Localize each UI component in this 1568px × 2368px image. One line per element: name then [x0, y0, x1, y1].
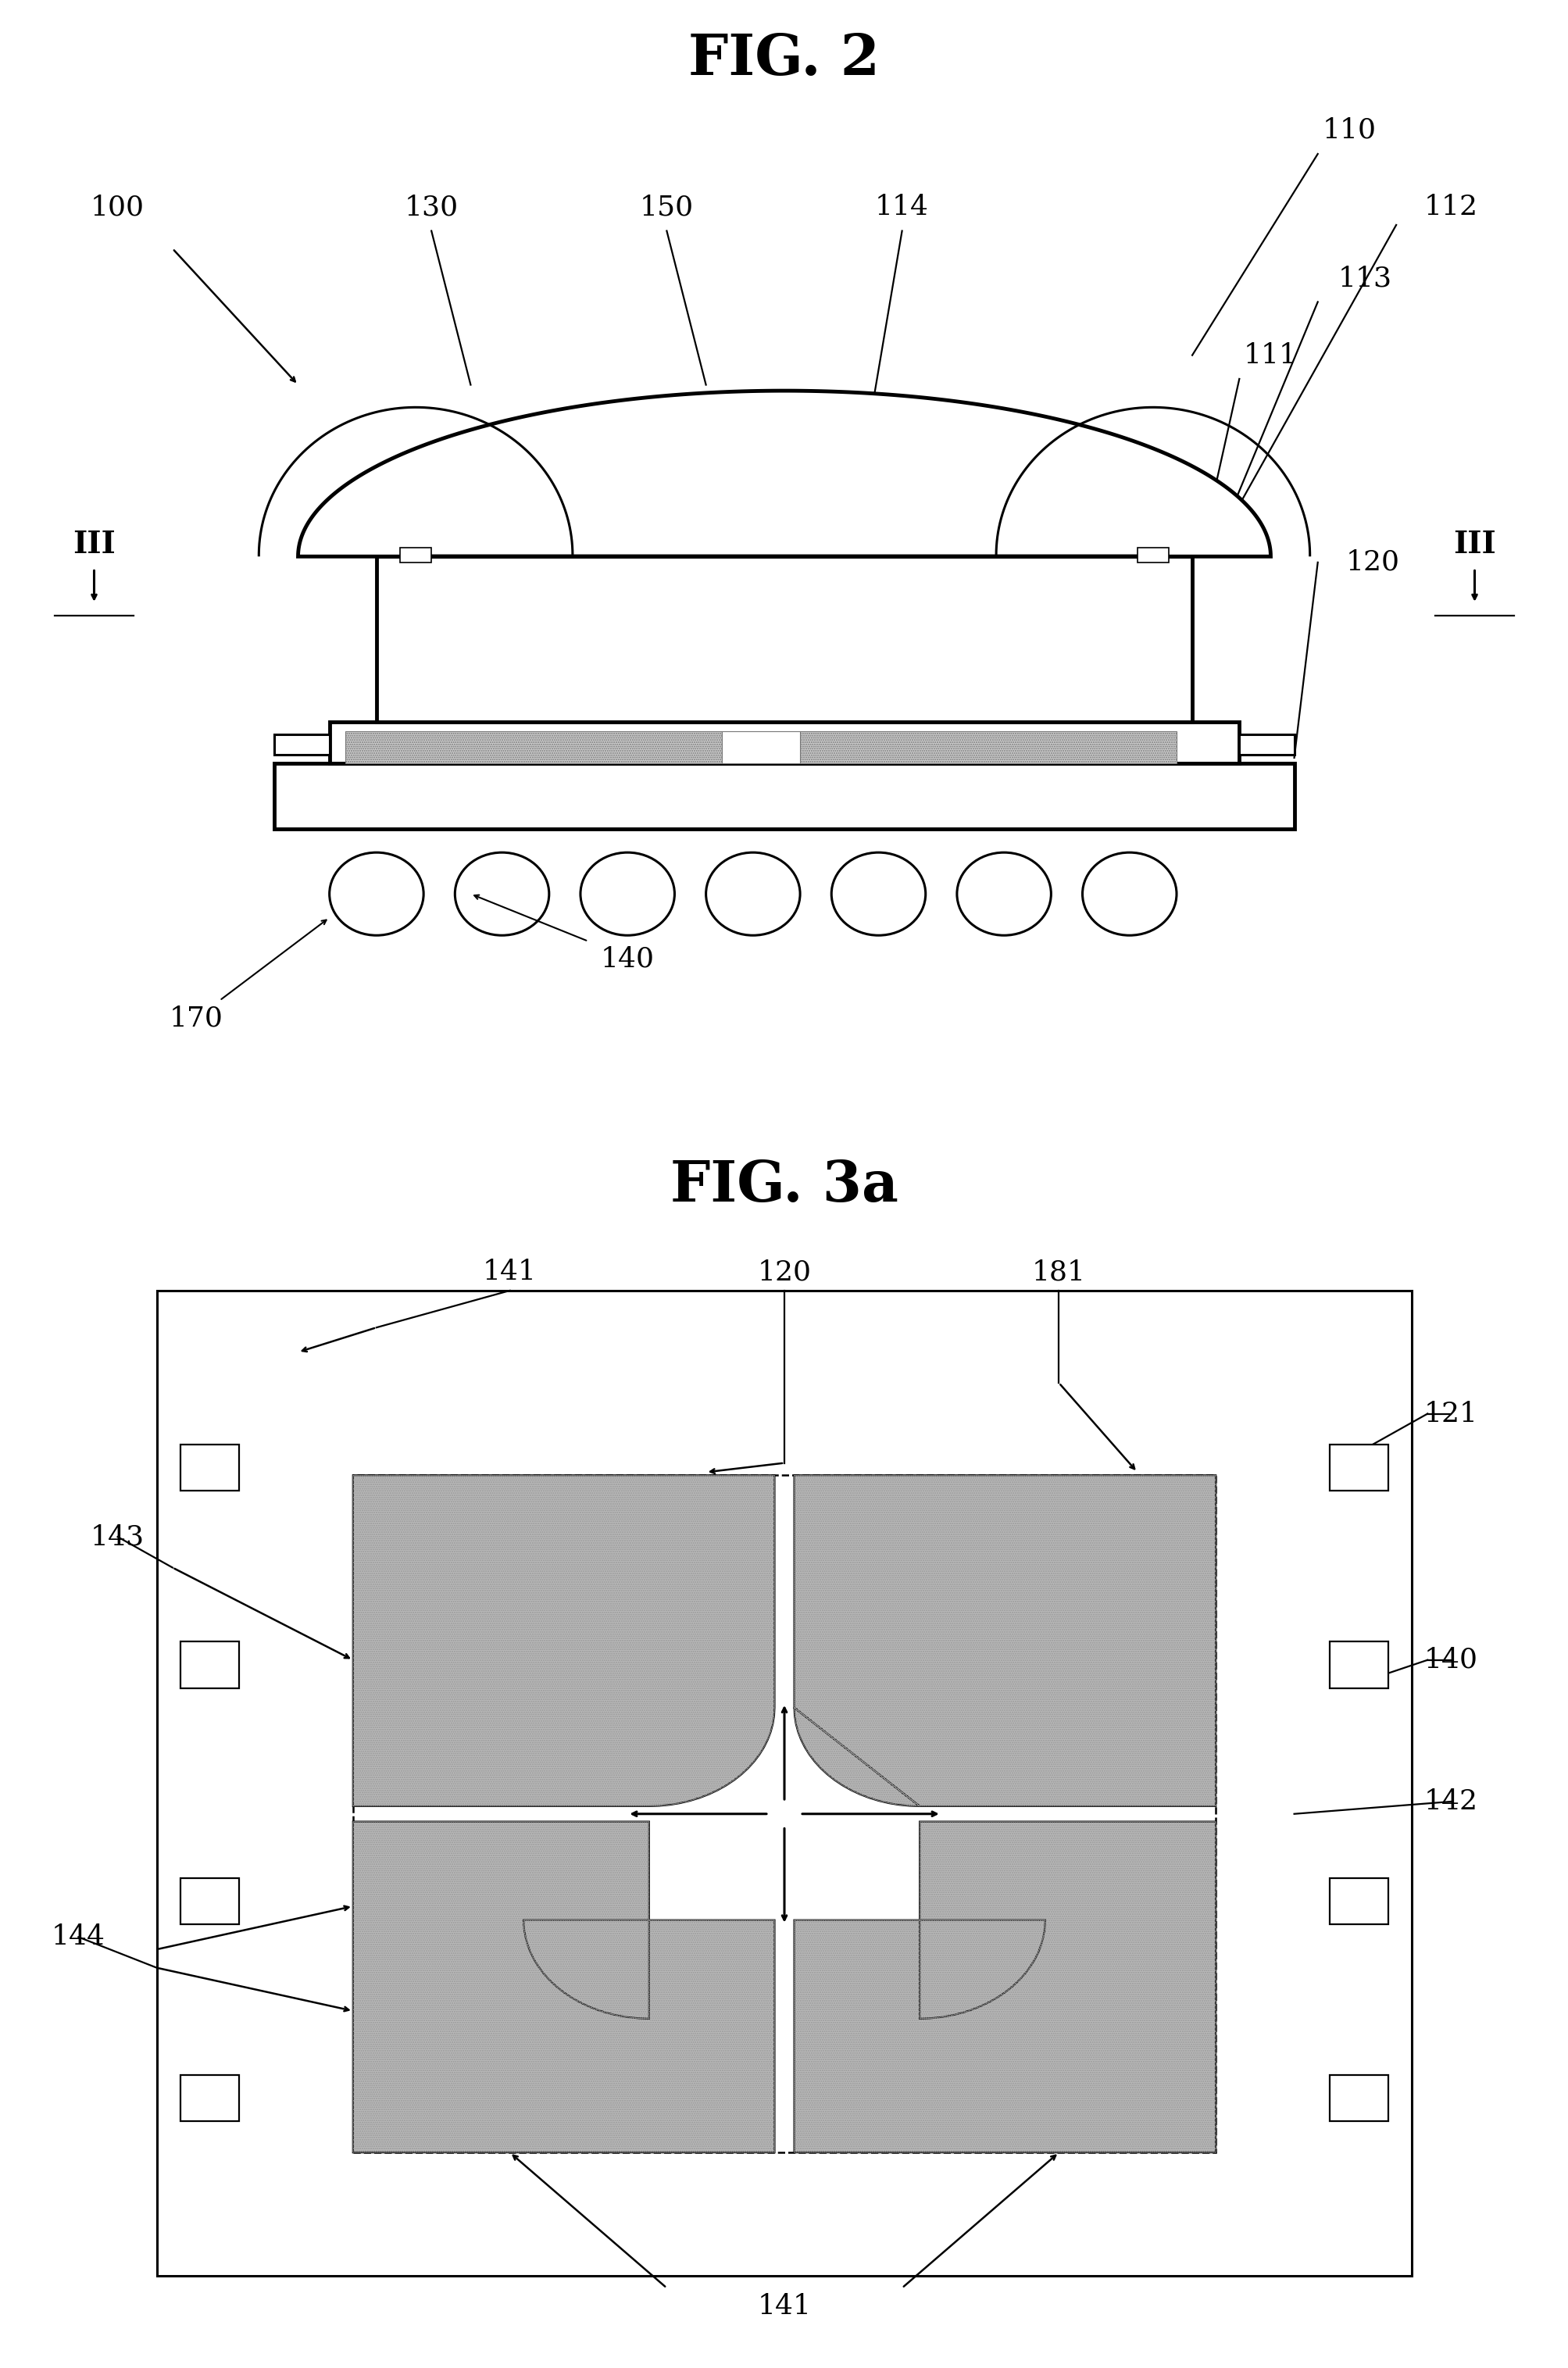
Bar	[800, 732, 1176, 762]
Bar	[353, 1475, 1215, 2153]
Bar	[180, 1641, 240, 1688]
Text: 142: 142	[1424, 1788, 1477, 1814]
Text: 181: 181	[1032, 1260, 1085, 1286]
Text: 110: 110	[1322, 116, 1375, 144]
Text: 114: 114	[875, 194, 928, 220]
Ellipse shape	[580, 852, 674, 935]
Bar	[180, 1444, 240, 1492]
Text: 150: 150	[640, 194, 693, 220]
Text: 141: 141	[483, 1260, 536, 1286]
Polygon shape	[793, 1475, 1215, 1807]
Text: 170: 170	[169, 1004, 223, 1032]
Bar	[721, 732, 800, 762]
Bar	[1239, 734, 1294, 755]
Text: 113: 113	[1338, 265, 1391, 291]
Bar	[400, 547, 431, 564]
Ellipse shape	[831, 852, 925, 935]
Text: 140: 140	[601, 945, 654, 973]
Text: 130: 130	[405, 194, 458, 220]
Text: III: III	[1452, 530, 1496, 559]
Ellipse shape	[329, 852, 423, 935]
Bar	[180, 2074, 240, 2122]
Text: 121: 121	[1110, 668, 1163, 694]
Text: 141: 141	[757, 2292, 811, 2321]
Bar	[180, 1878, 240, 1925]
Bar	[1137, 547, 1168, 564]
Text: 143: 143	[91, 1523, 144, 1551]
Ellipse shape	[706, 852, 800, 935]
Polygon shape	[298, 391, 1270, 556]
Bar	[329, 722, 1239, 762]
Polygon shape	[353, 1475, 775, 1807]
Text: FIG. 2: FIG. 2	[688, 31, 880, 88]
Ellipse shape	[956, 852, 1051, 935]
Ellipse shape	[455, 852, 549, 935]
Text: 111: 111	[1243, 341, 1297, 369]
Polygon shape	[353, 1821, 775, 2153]
Bar	[1330, 1641, 1388, 1688]
Polygon shape	[793, 1821, 1215, 2153]
Bar	[274, 762, 1294, 829]
Text: 120: 120	[1345, 549, 1399, 575]
Bar	[1330, 2074, 1388, 2122]
Text: 144: 144	[52, 1923, 105, 1951]
Bar	[345, 732, 721, 762]
Bar	[376, 556, 1192, 722]
Bar	[274, 734, 329, 755]
Text: III: III	[72, 530, 116, 559]
Bar	[1330, 1878, 1388, 1925]
Text: 112: 112	[1424, 194, 1477, 220]
Bar	[157, 1291, 1411, 2276]
Text: 121: 121	[1424, 1399, 1477, 1428]
Text: 120: 120	[757, 1260, 811, 1286]
Text: 100: 100	[91, 194, 144, 220]
Ellipse shape	[1082, 852, 1176, 935]
Text: FIG. 3a: FIG. 3a	[670, 1158, 898, 1215]
Text: 140: 140	[1424, 1646, 1477, 1674]
Bar	[1330, 1444, 1388, 1492]
